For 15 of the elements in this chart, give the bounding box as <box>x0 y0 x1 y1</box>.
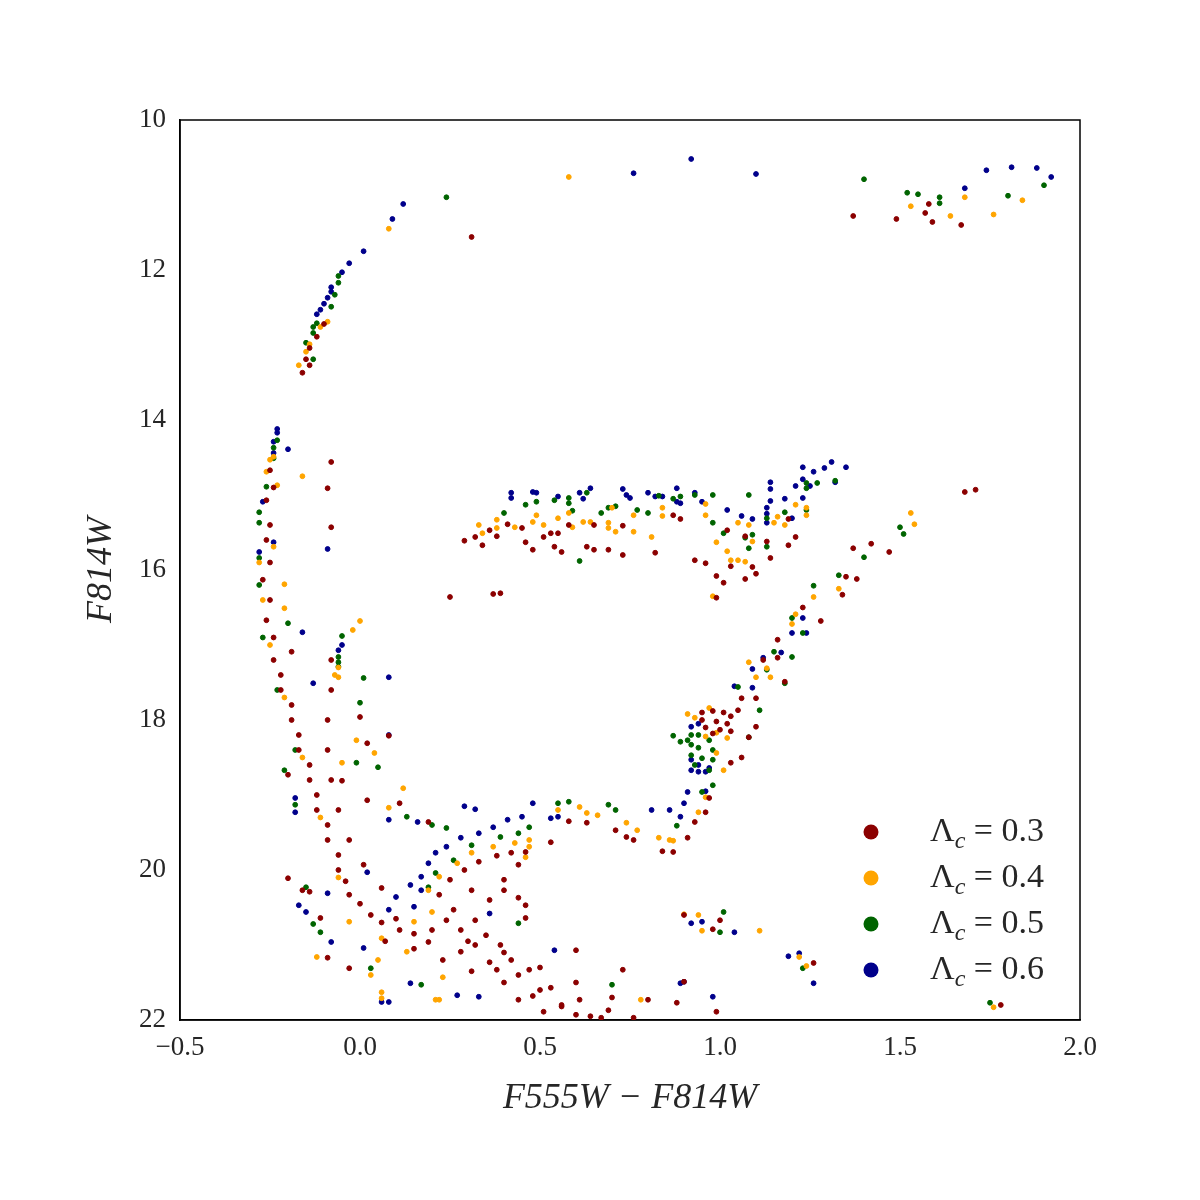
y-axis-title: F814W <box>79 514 120 624</box>
x-tick-label: 2.0 <box>1063 1031 1097 1062</box>
x-tick-label: 1.0 <box>703 1031 737 1062</box>
y-tick-label: 18 <box>139 703 166 734</box>
x-tick-label: 0.5 <box>523 1031 557 1062</box>
x-tick-label: 0.0 <box>343 1031 377 1062</box>
y-tick-label: 10 <box>139 103 166 134</box>
x-tick-label: −0.5 <box>155 1031 205 1062</box>
y-tick-label: 22 <box>139 1003 166 1034</box>
y-tick-label: 14 <box>139 403 167 434</box>
y-tick-label: 16 <box>139 553 166 584</box>
x-axis-title: F555W − F814W <box>501 1075 761 1116</box>
x-tick-label: 1.5 <box>883 1031 917 1062</box>
y-tick-label: 20 <box>139 853 166 884</box>
y-tick-label: 12 <box>139 253 166 284</box>
